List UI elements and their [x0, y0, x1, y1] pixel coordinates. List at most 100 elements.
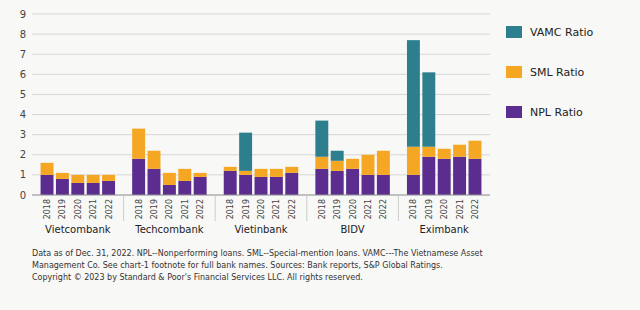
bar-segment	[71, 183, 84, 195]
bar-segment	[163, 185, 176, 195]
x-tick-label: 2020	[74, 199, 83, 219]
y-tick-label: 4	[20, 109, 26, 120]
bar-segment	[331, 151, 344, 161]
x-tick-label: 2020	[349, 199, 358, 219]
x-axis-line	[32, 195, 490, 196]
bar-segment	[194, 173, 207, 177]
bar-segment	[87, 175, 100, 183]
bar-segment	[315, 121, 328, 157]
x-tick-label: 2018	[409, 199, 418, 219]
y-tick-label: 3	[20, 129, 26, 140]
y-tick-label: 9	[20, 9, 26, 20]
group-separator	[123, 195, 124, 221]
bar-segment	[346, 158, 359, 159]
bar-segment	[239, 171, 252, 175]
grid-line	[32, 195, 490, 196]
bar-segment	[56, 173, 69, 179]
grid-line	[32, 134, 490, 135]
legend: VAMC RatioSML RatioNPL Ratio	[506, 26, 594, 119]
bar-segment	[469, 159, 482, 195]
bar-segment	[255, 169, 268, 177]
x-tick-label: 2018	[43, 199, 52, 219]
bar-segment	[362, 154, 375, 155]
bar-segment	[194, 172, 207, 173]
bar-segment	[102, 175, 115, 181]
x-tick-label: 2019	[425, 199, 434, 219]
bar-segment	[331, 161, 344, 171]
group-label: Vietinbank	[234, 224, 287, 235]
bar-segment	[407, 40, 420, 147]
bar-segment	[422, 147, 435, 157]
x-tick-label: 2021	[181, 199, 190, 219]
bar-segment	[41, 163, 54, 175]
x-tick-label: 2018	[135, 199, 144, 219]
group-label: Techcombank	[134, 224, 204, 235]
legend-swatch	[506, 66, 522, 78]
group-separator	[306, 195, 307, 221]
bar-segment	[346, 159, 359, 169]
footnote-line: Management Co. See chart-1 footnote for …	[32, 261, 443, 270]
x-tick-label: 2018	[318, 199, 327, 219]
grid-line	[32, 94, 490, 95]
bar-segment	[285, 173, 298, 195]
bar-segment	[132, 129, 145, 159]
bar-segment	[132, 128, 145, 129]
x-tick-label: 2020	[257, 199, 266, 219]
x-tick-label: 2022	[196, 199, 205, 219]
bar-segment	[224, 166, 237, 167]
bar-segment	[285, 166, 298, 167]
bar-segment	[87, 174, 100, 175]
x-tick-label: 2019	[242, 199, 251, 219]
bar-segment	[255, 168, 268, 169]
grid	[32, 14, 490, 195]
bar-segment	[132, 159, 145, 195]
x-tick-label: 2021	[456, 199, 465, 219]
bar-segment	[377, 175, 390, 195]
bar-segment	[239, 175, 252, 195]
bars	[41, 40, 482, 195]
bar-segment	[148, 150, 161, 151]
grid-line	[32, 74, 490, 75]
bar-segment	[407, 147, 420, 175]
bar-segment	[41, 162, 54, 163]
bar-segment	[102, 181, 115, 195]
bar-segment	[239, 133, 252, 171]
x-tick-label: 2022	[471, 199, 480, 219]
y-tick-label: 6	[20, 69, 26, 80]
bar-segment	[315, 157, 328, 169]
bar-segment	[224, 171, 237, 195]
bar-segment	[331, 171, 344, 195]
x-tick-label: 2022	[105, 199, 114, 219]
bar-segment	[270, 177, 283, 195]
legend-swatch	[506, 106, 522, 118]
bar-segment	[178, 169, 191, 181]
bar-segment	[407, 175, 420, 195]
bar-segment	[56, 172, 69, 173]
y-tick-label: 7	[20, 49, 26, 60]
legend-label: VAMC Ratio	[530, 26, 594, 39]
y-tick-label: 0	[20, 190, 26, 201]
bar-segment	[362, 175, 375, 195]
bar-segment	[41, 175, 54, 195]
bar-segment	[315, 169, 328, 195]
bar-segment	[453, 144, 466, 145]
bar-segment	[377, 151, 390, 175]
bar-segment	[422, 157, 435, 195]
bar-segment	[377, 150, 390, 151]
x-tick-label: 2022	[288, 199, 297, 219]
x-tick-label: 2020	[440, 199, 449, 219]
bar-segment	[469, 141, 482, 159]
bar-segment	[163, 173, 176, 185]
x-tick-label: 2020	[165, 199, 174, 219]
x-tick-label: 2019	[150, 199, 159, 219]
bar-segment	[285, 167, 298, 173]
bar-segment	[270, 168, 283, 169]
bar-segment	[453, 145, 466, 157]
x-tick-label: 2021	[364, 199, 373, 219]
x-tick-label: 2021	[89, 199, 98, 219]
bar-segment	[56, 179, 69, 195]
footnote-line: Data as of Dec. 31, 2022. NPL--Nonperfor…	[32, 249, 483, 258]
bar-segment	[148, 151, 161, 169]
footnote: Data as of Dec. 31, 2022. NPL--Nonperfor…	[32, 249, 483, 282]
bar-segment	[255, 177, 268, 195]
